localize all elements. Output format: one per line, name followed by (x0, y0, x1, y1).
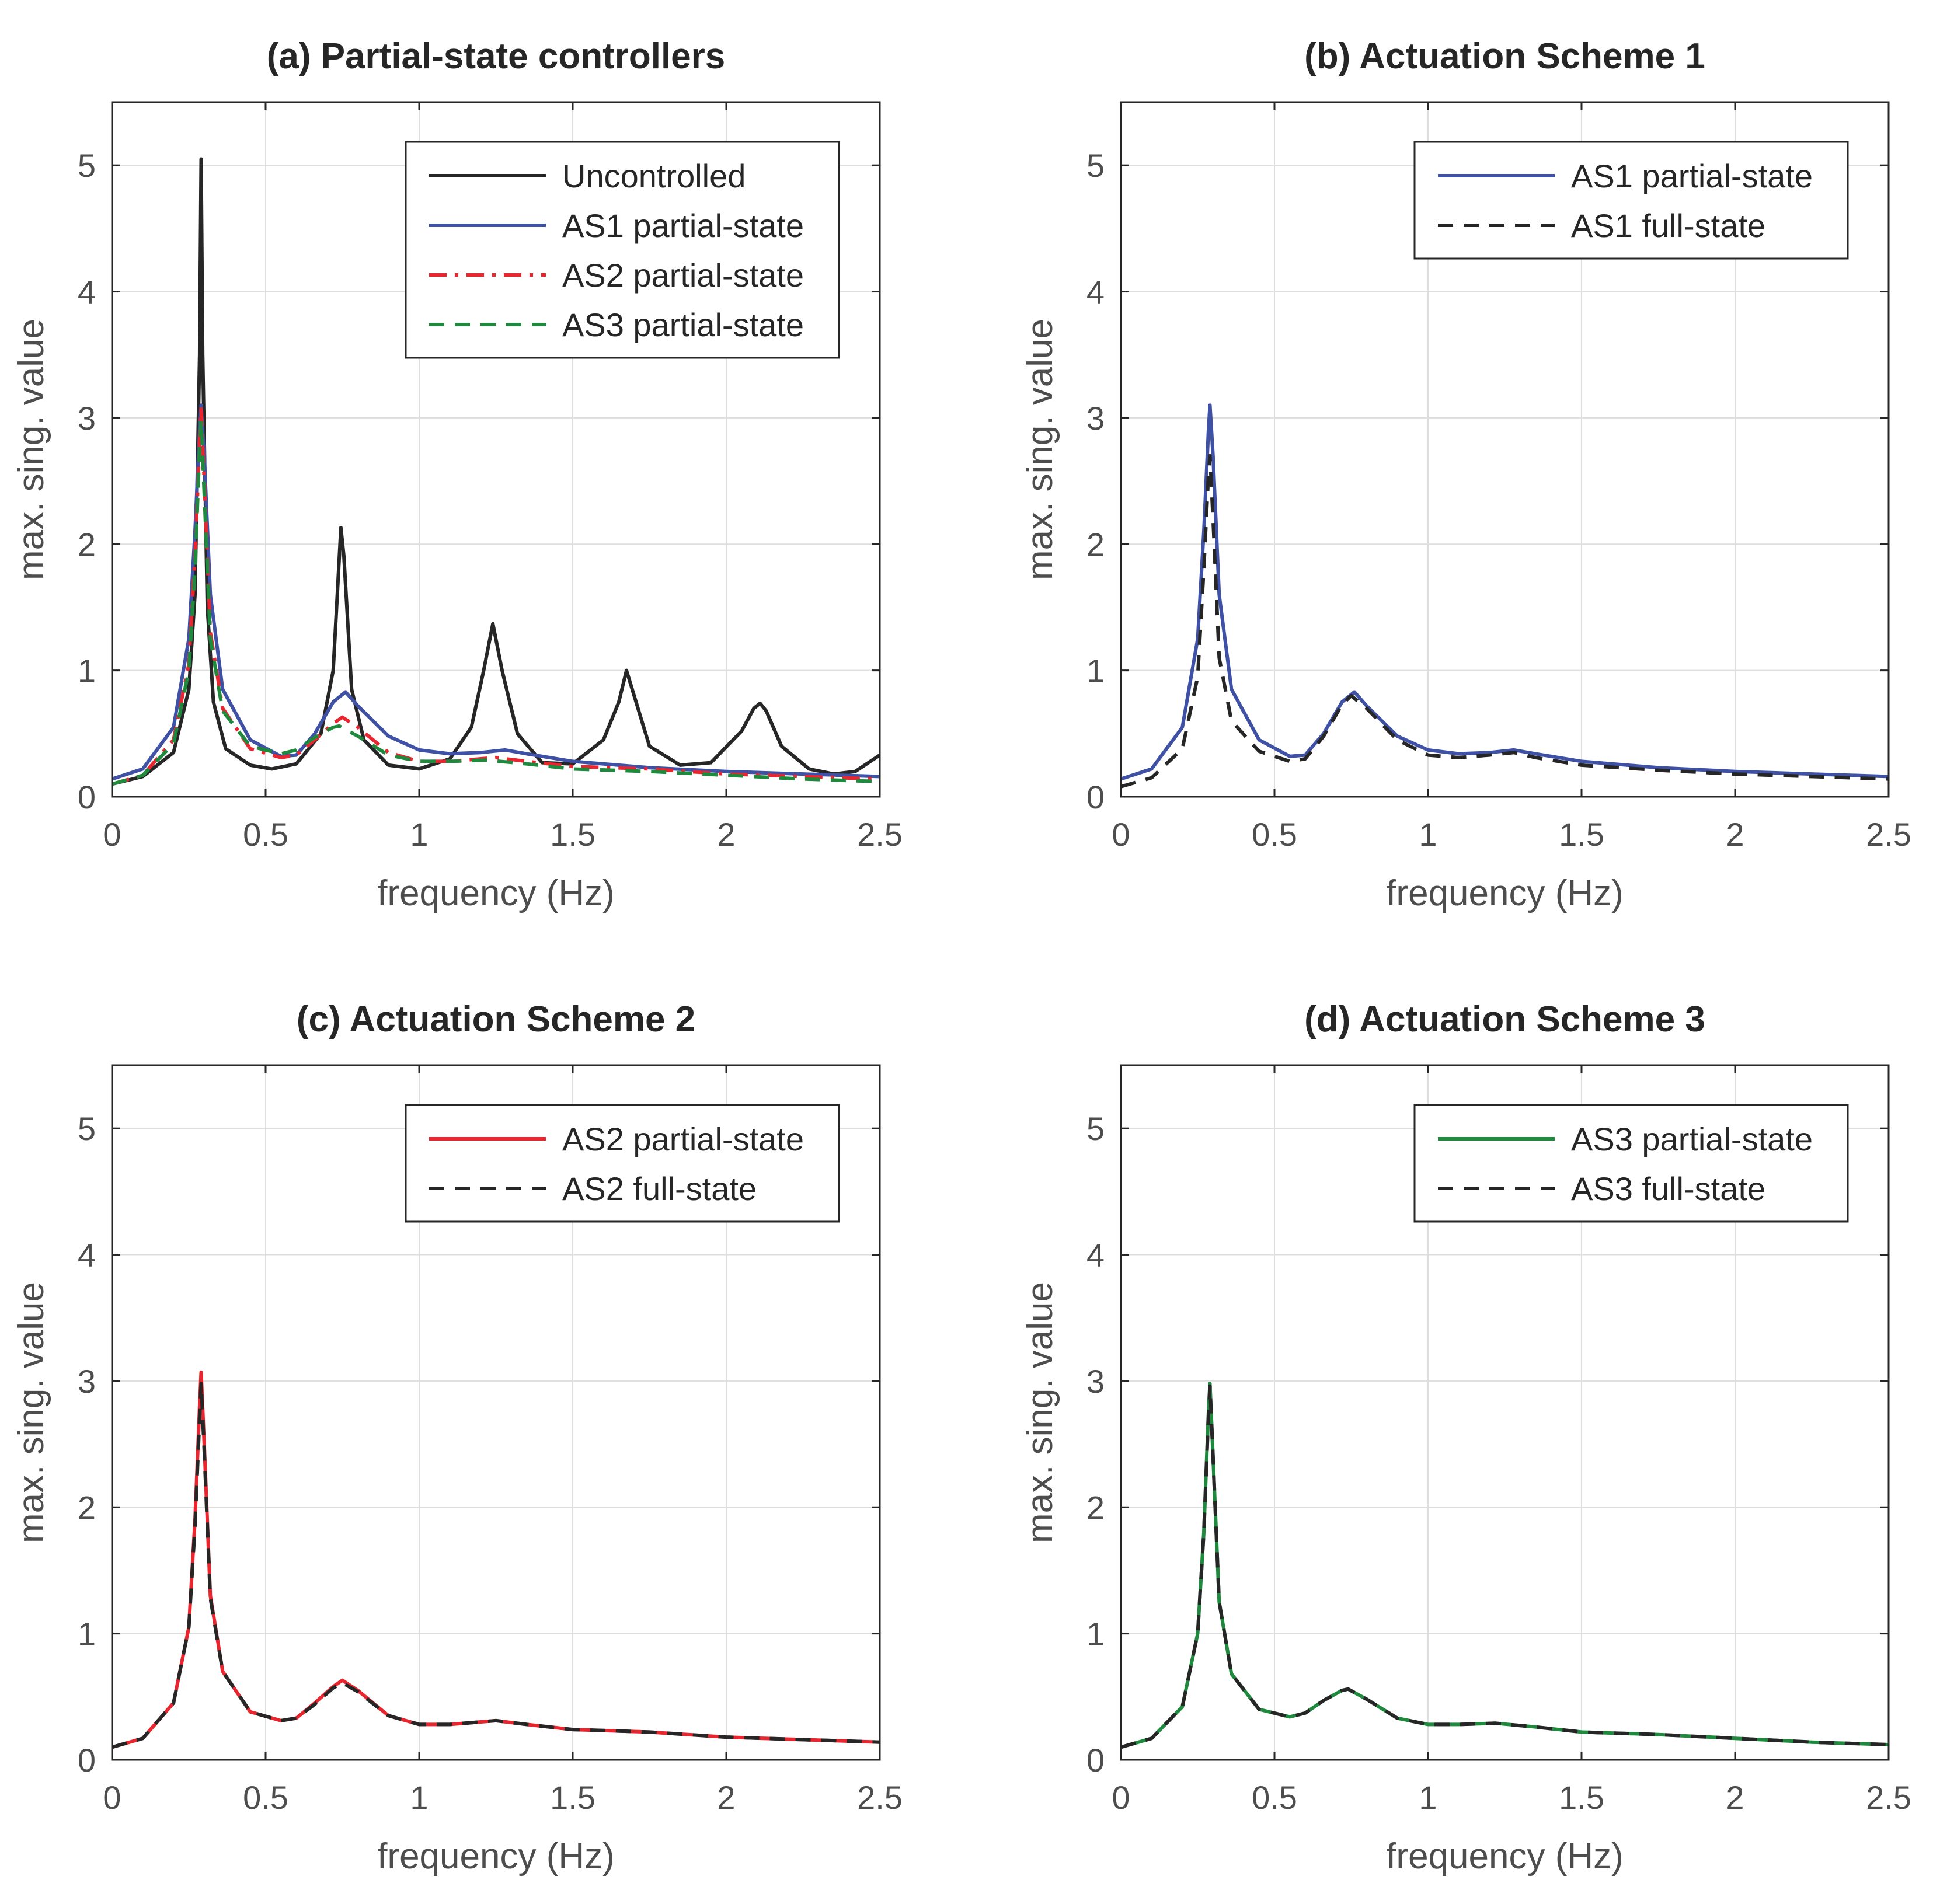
y-axis-label: max. sing. value (1020, 319, 1060, 580)
chart-panel-b: 0 0.5 1 1.5 2 2.5 0 1 2 3 4 5 (b) Actuation Scheme 1… (1020, 36, 1911, 913)
x-tick-label: 2.5 (857, 1779, 903, 1816)
x-tick-label: 1.5 (1559, 1779, 1604, 1816)
legend-box (1413, 141, 1849, 260)
y-tick-label: 3 (78, 1363, 96, 1400)
x-axis-label: frequency (Hz) (377, 873, 615, 913)
series-line-as2-full-state (112, 1382, 880, 1749)
x-tick-label: 2 (1726, 816, 1744, 853)
x-axis-label: frequency (Hz) (1386, 1836, 1624, 1877)
x-tick-label: 1 (1419, 816, 1437, 853)
x-tick-label: 2 (717, 1779, 735, 1816)
y-tick-label: 5 (1086, 1110, 1105, 1147)
y-tick-label: 0 (1086, 779, 1105, 815)
y-tick-label: 1 (1086, 653, 1105, 689)
y-tick-label: 0 (1086, 1742, 1105, 1779)
x-tick-label: 1.5 (1559, 816, 1604, 853)
legend-label: AS2 partial-state (562, 1121, 804, 1157)
series-line-as3-partial-state (112, 419, 880, 786)
x-tick-label: 0 (1112, 816, 1130, 853)
x-tick-label: 0.5 (1252, 816, 1297, 853)
x-tick-label: 1.5 (550, 1779, 595, 1816)
legend-label: AS1 partial-state (1571, 158, 1813, 194)
chart-title: (c) Actuation Scheme 2 (297, 999, 695, 1040)
legend-label: AS2 full-state (562, 1170, 757, 1207)
x-tick-label: 1 (410, 1779, 428, 1816)
y-tick-label: 1 (1086, 1616, 1105, 1652)
y-tick-label: 5 (78, 1110, 96, 1147)
x-tick-label: 0.5 (1252, 1779, 1297, 1816)
chart-panel-c: 0 0.5 1 1.5 2 2.5 0 1 2 3 4 5 (c) Actuation Scheme 2… (11, 999, 903, 1877)
x-tick-label: 0 (103, 1779, 121, 1816)
y-tick-label: 4 (78, 274, 96, 311)
y-tick-label: 1 (78, 1616, 96, 1652)
x-tick-label: 2.5 (857, 816, 903, 853)
legend-label: AS3 full-state (1571, 1170, 1765, 1207)
chart-panel-a: 0 0.5 1 1.5 2 2.5 0 1 2 3 4 5 (a) Partial-state cont… (11, 36, 903, 913)
axes-box (111, 101, 881, 798)
x-tick-label: 0 (1112, 1779, 1130, 1816)
y-tick-label: 0 (78, 1742, 96, 1779)
y-tick-label: 4 (1086, 274, 1105, 311)
chart-title: (a) Partial-state controllers (267, 36, 726, 76)
y-tick-label: 0 (78, 779, 96, 815)
y-tick-label: 5 (78, 147, 96, 184)
y-tick-label: 2 (78, 526, 96, 563)
series-line-as3-full-state (1121, 1384, 1889, 1749)
x-tick-label: 0 (103, 816, 121, 853)
legend-box (405, 141, 840, 359)
x-axis-label: frequency (Hz) (377, 1836, 615, 1877)
series-line-as2-partial-state (112, 407, 880, 786)
axes-box (111, 1064, 881, 1761)
legend: AS1 partial-state AS1 full-state (1413, 141, 1849, 260)
x-tick-label: 1 (410, 816, 428, 853)
axes-box (1120, 1064, 1890, 1761)
y-tick-label: 4 (78, 1237, 96, 1274)
y-tick-label: 3 (1086, 1363, 1105, 1400)
legend-label: AS1 partial-state (562, 207, 804, 244)
chart-title: (d) Actuation Scheme 3 (1304, 999, 1705, 1040)
y-tick-label: 2 (78, 1489, 96, 1526)
legend: AS2 partial-state AS2 full-state (405, 1104, 840, 1223)
legend: Uncontrolled AS1 partial-state AS2 partial… (405, 141, 840, 359)
legend-box (405, 1104, 840, 1223)
x-tick-label: 2 (1726, 1779, 1744, 1816)
x-tick-label: 1 (1419, 1779, 1437, 1816)
y-tick-label: 4 (1086, 1237, 1105, 1274)
y-tick-label: 2 (1086, 526, 1105, 563)
legend-label: AS2 partial-state (562, 257, 804, 294)
x-tick-label: 1.5 (550, 816, 595, 853)
y-tick-label: 1 (78, 653, 96, 689)
legend-label: AS1 full-state (1571, 207, 1765, 244)
chart-panel-d: 0 0.5 1 1.5 2 2.5 0 1 2 3 4 5 (d) Actuation Scheme 3… (1020, 999, 1911, 1877)
chart-title: (b) Actuation Scheme 1 (1304, 36, 1705, 76)
legend-box (1413, 1104, 1849, 1223)
x-tick-label: 2.5 (1866, 1779, 1911, 1816)
legend-label: Uncontrolled (562, 158, 746, 194)
y-axis-label: max. sing. value (11, 1282, 51, 1543)
y-tick-label: 5 (1086, 147, 1105, 184)
y-tick-label: 3 (78, 400, 96, 437)
x-tick-label: 0.5 (243, 816, 288, 853)
x-tick-label: 2 (717, 816, 735, 853)
legend-label: AS3 partial-state (1571, 1121, 1813, 1157)
legend-label: AS3 partial-state (562, 306, 804, 343)
axes-box (1120, 101, 1890, 798)
x-tick-label: 0.5 (243, 1779, 288, 1816)
y-axis-label: max. sing. value (11, 319, 51, 580)
y-tick-label: 3 (1086, 400, 1105, 437)
x-tick-label: 2.5 (1866, 816, 1911, 853)
y-tick-label: 2 (1086, 1489, 1105, 1526)
x-axis-label: frequency (Hz) (1386, 873, 1624, 913)
legend: AS3 partial-state AS3 full-state (1413, 1104, 1849, 1223)
series-line-as1-full-state (1121, 454, 1889, 789)
y-axis-label: max. sing. value (1020, 1282, 1060, 1543)
